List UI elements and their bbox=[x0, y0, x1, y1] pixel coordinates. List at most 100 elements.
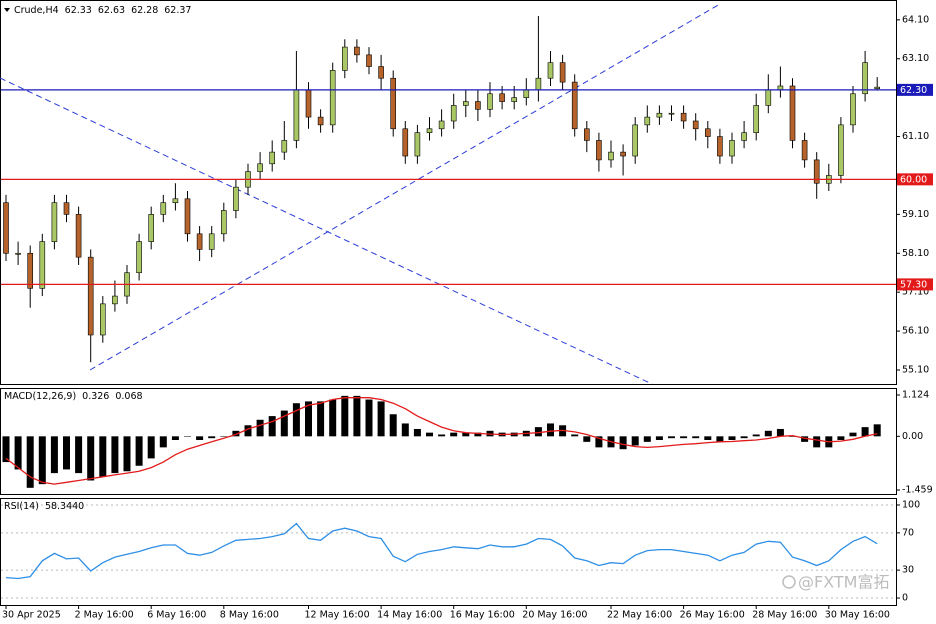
macd-bar bbox=[14, 436, 22, 470]
panel-header: RSI(14) 58.3440 bbox=[4, 501, 84, 512]
candle-body bbox=[317, 116, 324, 126]
candle-body bbox=[293, 89, 300, 141]
y-tick-label: 56.10 bbox=[902, 326, 929, 337]
candle-body bbox=[499, 93, 505, 102]
macd-bar bbox=[583, 436, 591, 442]
macd-bar bbox=[861, 427, 869, 437]
candle-body bbox=[559, 62, 566, 83]
level-label-box bbox=[897, 278, 933, 291]
candle-body bbox=[438, 120, 445, 130]
macd-bar bbox=[305, 401, 312, 437]
candle-body bbox=[644, 116, 651, 126]
y-tick-label: 100 bbox=[902, 499, 920, 510]
candle-body bbox=[426, 128, 433, 133]
header-part: 62.28 bbox=[131, 5, 158, 16]
candle-body bbox=[51, 202, 58, 242]
candle-body bbox=[148, 214, 154, 242]
x-tick-label: 22 May 16:00 bbox=[607, 610, 672, 621]
candle-body bbox=[184, 198, 191, 235]
macd-bar bbox=[426, 432, 433, 437]
candle-body bbox=[390, 77, 397, 130]
header-part: Crude,H4 bbox=[14, 5, 59, 16]
y-tick-label: -1.459 bbox=[902, 484, 933, 495]
y-tick-label: 59.10 bbox=[902, 209, 929, 220]
x-tick-label: 16 May 16:00 bbox=[450, 610, 515, 621]
candle-body bbox=[378, 66, 384, 79]
macd-bar bbox=[75, 436, 83, 474]
y-tick-label: 58.10 bbox=[902, 248, 929, 259]
signal-line bbox=[5, 397, 878, 485]
macd-bar bbox=[135, 436, 143, 466]
macd-bar bbox=[171, 436, 179, 441]
macd-bar bbox=[87, 436, 95, 481]
candle-body bbox=[571, 81, 578, 130]
panel-header: MACD(12,26,9) 0.326 0.068 bbox=[4, 391, 143, 402]
candle-body bbox=[39, 241, 46, 289]
macd-bar bbox=[643, 436, 651, 442]
macd-bar bbox=[716, 436, 724, 442]
candle-body bbox=[329, 70, 336, 126]
macd-bar bbox=[789, 436, 796, 437]
candle-body bbox=[656, 112, 663, 118]
y-tick-label: 63.10 bbox=[902, 53, 929, 64]
candle-body bbox=[608, 151, 614, 161]
macd-bar bbox=[692, 436, 700, 439]
candle-body bbox=[596, 140, 602, 161]
header-arrow bbox=[4, 8, 10, 12]
y-tick-label: 57.10 bbox=[902, 287, 929, 298]
candle-body bbox=[692, 120, 699, 130]
macd-bar bbox=[801, 436, 809, 442]
candle-body bbox=[632, 124, 639, 157]
y-tick-label: 30 bbox=[902, 565, 914, 576]
macd-bar bbox=[317, 401, 325, 437]
candle-body bbox=[487, 93, 493, 110]
candle-body bbox=[462, 101, 469, 106]
macd-bar bbox=[111, 436, 119, 474]
candle-body bbox=[450, 105, 457, 122]
level-label: 60.00 bbox=[900, 174, 927, 185]
candle-body bbox=[620, 151, 626, 157]
x-tick-label: 28 May 16:00 bbox=[752, 610, 817, 621]
candle-body bbox=[112, 295, 118, 305]
header-part: 62.63 bbox=[98, 5, 125, 16]
candle-body bbox=[535, 77, 542, 91]
candle-body bbox=[305, 89, 312, 118]
candle-body bbox=[354, 46, 360, 56]
macd-bar bbox=[680, 436, 688, 439]
candle-body bbox=[3, 202, 9, 254]
candle-body bbox=[75, 214, 82, 258]
candle-body bbox=[414, 132, 421, 157]
macd-bar bbox=[655, 436, 663, 441]
macd-bar bbox=[401, 423, 409, 437]
rsi-line bbox=[5, 522, 878, 580]
x-tick-label: 12 May 16:00 bbox=[305, 610, 370, 621]
watermark-logo bbox=[782, 575, 796, 589]
macd-bar bbox=[534, 427, 542, 437]
macd-bar bbox=[764, 430, 772, 437]
header-part: 0.068 bbox=[115, 391, 142, 402]
macd-bar bbox=[26, 436, 34, 488]
trend-line bbox=[89, 3, 721, 371]
y-tick-label: 70 bbox=[902, 527, 914, 538]
candle-body bbox=[704, 128, 711, 137]
watermark-text: @FXTM富拓 bbox=[798, 573, 889, 592]
candle-body bbox=[801, 140, 808, 161]
candle-body bbox=[523, 89, 530, 98]
macd-bar bbox=[668, 436, 675, 439]
price-panel bbox=[0, 0, 897, 385]
header-part: 62.33 bbox=[65, 5, 92, 16]
y-tick-label: 0 bbox=[902, 593, 908, 604]
candle-body bbox=[668, 112, 675, 115]
candle-body bbox=[87, 256, 94, 336]
macd-bar bbox=[208, 436, 216, 439]
macd-bar bbox=[220, 436, 228, 437]
x-tick-label: 20 May 16:00 bbox=[522, 610, 587, 621]
candle-body bbox=[680, 112, 687, 122]
macd-bar bbox=[268, 416, 276, 437]
header-part: 58.3440 bbox=[45, 501, 84, 512]
macd-bar bbox=[595, 436, 603, 448]
macd-bar bbox=[571, 434, 579, 437]
